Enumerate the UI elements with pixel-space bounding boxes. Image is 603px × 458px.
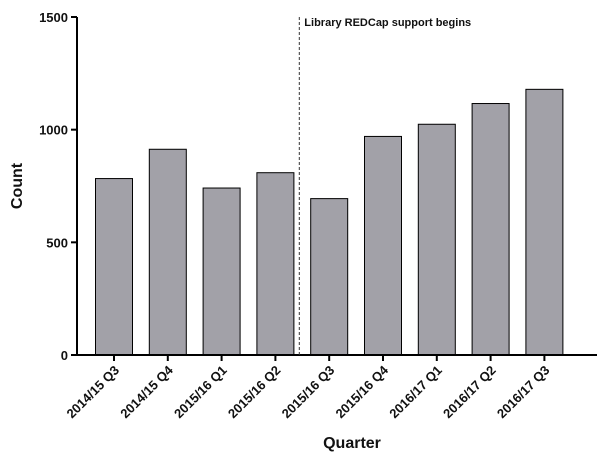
bar xyxy=(256,172,295,356)
y-axis-title: Count xyxy=(9,162,26,209)
x-tick-label: 2016/17 Q2 xyxy=(440,363,499,422)
y-tick-label: 0 xyxy=(61,348,68,363)
x-tick-label: 2014/15 Q4 xyxy=(117,362,176,421)
x-tick-label: 2016/17 Q1 xyxy=(386,363,445,422)
bars xyxy=(95,88,564,356)
x-tick-label: 2015/16 Q4 xyxy=(332,362,391,421)
y-tick-label: 1500 xyxy=(39,10,68,25)
x-tick-label: 2015/16 Q2 xyxy=(225,363,284,422)
bar xyxy=(202,187,241,356)
bar xyxy=(525,88,564,356)
x-tick-label: 2015/16 Q1 xyxy=(171,363,230,422)
bar xyxy=(148,148,187,356)
x-tick-label: 2016/17 Q3 xyxy=(494,363,553,422)
bar xyxy=(417,123,456,356)
bar xyxy=(310,198,349,356)
y-tick-label: 500 xyxy=(46,235,68,250)
annotation-label: Library REDCap support begins xyxy=(304,17,471,29)
bar xyxy=(471,103,510,356)
bar xyxy=(95,178,133,356)
y-axis-ticks: 0 500 1000 1500 xyxy=(39,10,77,363)
x-axis-title: Quarter xyxy=(323,435,381,452)
bar xyxy=(364,135,402,356)
x-tick-label: 2015/16 Q3 xyxy=(279,363,338,422)
y-tick-label: 1000 xyxy=(39,123,68,138)
x-tick-label: 2014/15 Q3 xyxy=(63,363,122,422)
